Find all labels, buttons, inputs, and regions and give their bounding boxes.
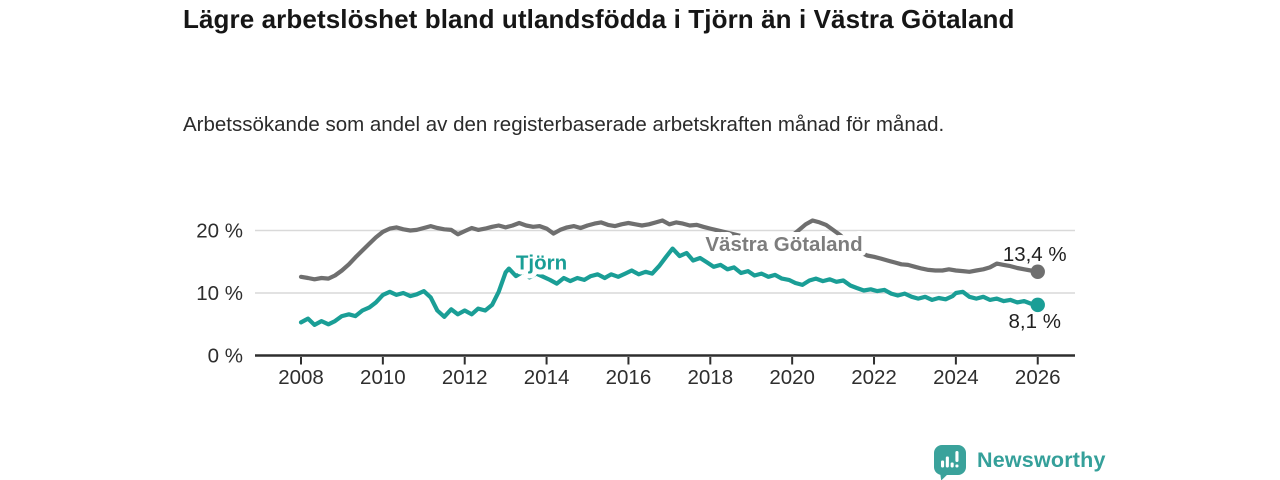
series-end-dot-tjorn — [1030, 297, 1045, 313]
series-line-vastra-gotaland — [298, 218, 1040, 282]
x-tick-label: 2026 — [1015, 366, 1061, 389]
x-tick-label: 2010 — [360, 366, 406, 389]
series-line-tjorn — [298, 246, 1040, 327]
series-annotation-tjorn: Tjörn — [516, 252, 567, 275]
x-tick-label: 2020 — [769, 366, 815, 389]
x-tick-label: 2018 — [687, 366, 733, 389]
brand-wordmark: Newsworthy — [977, 448, 1106, 472]
y-tick-label: 20 % — [196, 220, 243, 243]
series-end-dot-vastra-gotaland — [1030, 264, 1045, 279]
x-tick-label: 2022 — [851, 366, 897, 389]
y-tick-label: 10 % — [196, 282, 243, 305]
y-tick-label: 0 % — [208, 345, 243, 368]
bar-chart-speech-bubble-icon — [934, 445, 966, 480]
newsworthy-brand: Newsworthy — [933, 444, 1106, 480]
x-tick-label: 2016 — [606, 366, 652, 389]
series-end-value-label-tjorn: 8,1 % — [1009, 310, 1061, 333]
series-annotation-vastra-gotaland: Västra Götaland — [705, 233, 862, 256]
x-tick-label: 2012 — [442, 366, 488, 389]
series-end-value-label-vastra-gotaland: 13,4 % — [1003, 243, 1067, 266]
page-title: Lägre arbetslöshet bland utlandsfödda i … — [183, 4, 1015, 34]
x-tick-label: 2024 — [933, 366, 979, 389]
x-tick-label: 2014 — [524, 366, 570, 389]
chart-subtitle: Arbetssökande som andel av den registerb… — [183, 113, 945, 136]
x-tick-label: 2008 — [278, 366, 324, 389]
